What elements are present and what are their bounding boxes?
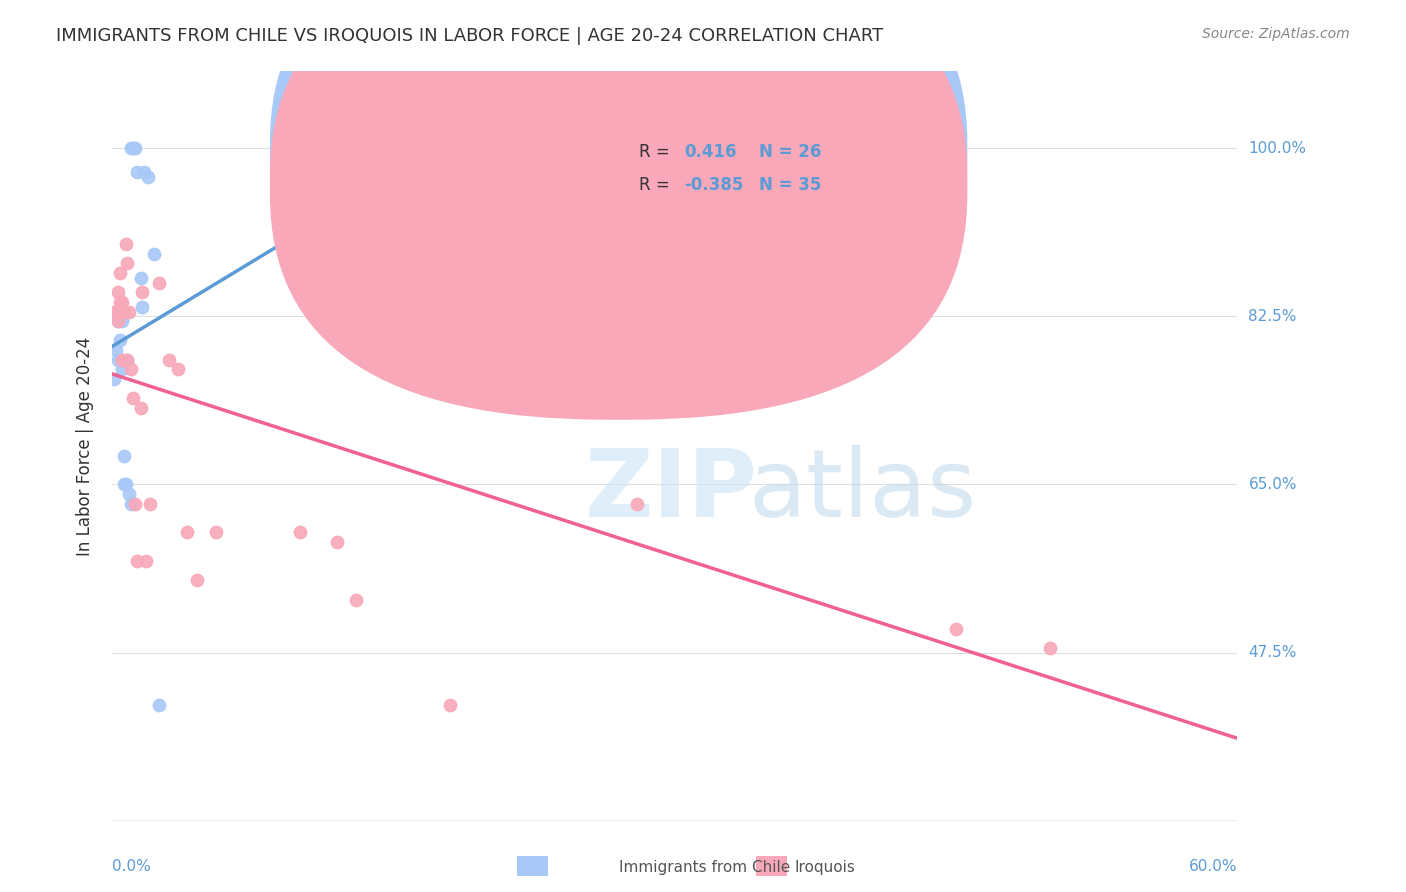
Point: [134, 165, 156, 179]
Point: [148, 276, 170, 290]
Point: [117, 256, 139, 270]
Point: [945, 622, 967, 636]
Point: [112, 449, 135, 463]
Point: [108, 334, 131, 348]
Point: [108, 266, 131, 280]
Text: 0.416: 0.416: [683, 144, 737, 161]
Point: [401, 141, 423, 155]
Point: [457, 141, 479, 155]
Text: 60.0%: 60.0%: [1189, 859, 1237, 874]
Text: -0.385: -0.385: [683, 176, 744, 194]
Point: [118, 487, 141, 501]
Point: [129, 271, 152, 285]
Text: ZIP: ZIP: [585, 445, 758, 537]
FancyBboxPatch shape: [591, 128, 950, 218]
FancyBboxPatch shape: [270, 0, 967, 387]
Point: [107, 314, 129, 328]
Text: atlas: atlas: [748, 445, 976, 537]
Point: [111, 352, 134, 367]
Text: 82.5%: 82.5%: [1249, 309, 1296, 324]
Point: [108, 294, 131, 309]
Point: [326, 535, 349, 549]
Point: [125, 165, 148, 179]
Point: [122, 391, 145, 405]
Point: [135, 554, 157, 568]
Text: N = 26: N = 26: [759, 144, 821, 161]
Point: [107, 314, 129, 328]
Point: [186, 574, 208, 588]
Point: [114, 237, 136, 252]
Point: [457, 141, 479, 155]
Point: [439, 698, 461, 713]
FancyBboxPatch shape: [270, 0, 967, 420]
Point: [108, 304, 131, 318]
Point: [107, 352, 129, 367]
Text: 47.5%: 47.5%: [1249, 645, 1296, 660]
Point: [344, 592, 367, 607]
Text: Iroquois: Iroquois: [794, 860, 855, 874]
Point: [112, 304, 135, 318]
Point: [129, 401, 152, 415]
Point: [111, 294, 134, 309]
Text: 65.0%: 65.0%: [1249, 477, 1296, 491]
Point: [107, 285, 129, 300]
Point: [120, 497, 142, 511]
Point: [112, 477, 135, 491]
Point: [117, 352, 139, 367]
Point: [105, 343, 128, 357]
Text: R =: R =: [638, 176, 675, 194]
Point: [111, 362, 134, 376]
Text: 0.0%: 0.0%: [112, 859, 152, 874]
Point: [288, 525, 311, 540]
Point: [131, 285, 153, 300]
Point: [103, 304, 125, 318]
Point: [136, 169, 159, 184]
Text: 100.0%: 100.0%: [1249, 141, 1306, 156]
Point: [176, 525, 198, 540]
Text: R =: R =: [638, 144, 675, 161]
Text: Source: ZipAtlas.com: Source: ZipAtlas.com: [1202, 27, 1350, 41]
Point: [105, 304, 128, 318]
Point: [111, 314, 134, 328]
Point: [125, 554, 148, 568]
Text: Immigrants from Chile: Immigrants from Chile: [619, 860, 790, 874]
Text: IMMIGRANTS FROM CHILE VS IROQUOIS IN LABOR FORCE | AGE 20-24 CORRELATION CHART: IMMIGRANTS FROM CHILE VS IROQUOIS IN LAB…: [56, 27, 883, 45]
Point: [124, 141, 146, 155]
Point: [167, 362, 190, 376]
Y-axis label: In Labor Force | Age 20-24: In Labor Force | Age 20-24: [76, 336, 94, 556]
Text: N = 35: N = 35: [759, 176, 821, 194]
Point: [142, 247, 165, 261]
Point: [120, 362, 142, 376]
Point: [118, 304, 141, 318]
Point: [148, 698, 170, 713]
Point: [626, 497, 648, 511]
Point: [139, 497, 162, 511]
Point: [124, 497, 146, 511]
Point: [131, 300, 153, 314]
Point: [114, 477, 136, 491]
Point: [103, 372, 125, 386]
Point: [117, 352, 139, 367]
Point: [120, 141, 142, 155]
Point: [157, 352, 180, 367]
Point: [1039, 640, 1062, 655]
Point: [122, 141, 145, 155]
Point: [204, 525, 226, 540]
